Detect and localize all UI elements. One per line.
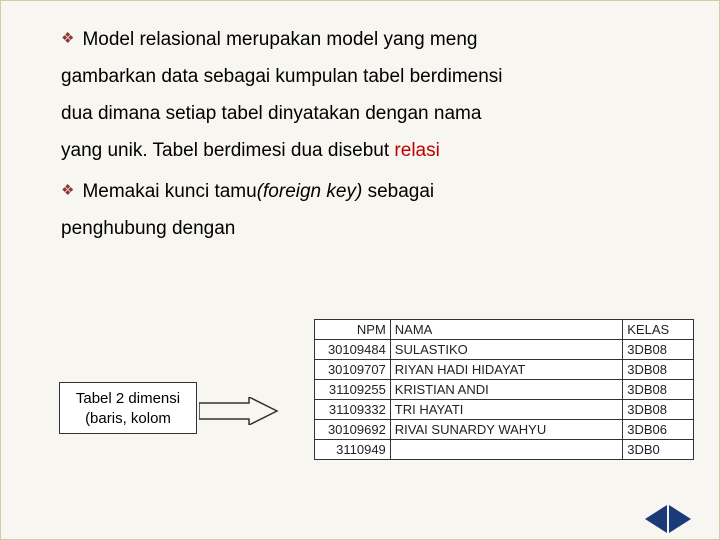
bullet-1-line-3: dua dimana setiap tabel dinyatakan denga… xyxy=(61,103,481,124)
cell-nama: RIVAI SUNARDY WAHYU xyxy=(390,420,622,440)
cell-nama: SULASTIKO xyxy=(390,340,622,360)
data-table: NPM NAMA KELAS 30109484SULASTIKO3DB08301… xyxy=(314,319,694,460)
data-table-wrap: NPM NAMA KELAS 30109484SULASTIKO3DB08301… xyxy=(314,319,694,539)
cell-npm: 31109255 xyxy=(315,380,391,400)
cell-nama: TRI HAYATI xyxy=(390,400,622,420)
relasi-word: relasi xyxy=(394,140,439,161)
label-line-1: Tabel 2 dimensi xyxy=(76,390,180,407)
table-header-row: NPM NAMA KELAS xyxy=(315,320,694,340)
cell-npm: 3110949 xyxy=(315,440,391,460)
nav-next-icon[interactable] xyxy=(669,505,691,533)
pointer-arrow-icon xyxy=(199,397,279,425)
header-npm: NPM xyxy=(315,320,391,340)
table-row: 31109332TRI HAYATI3DB08 xyxy=(315,400,694,420)
cell-kelas: 3DB08 xyxy=(623,380,694,400)
cell-kelas: 3DB06 xyxy=(623,420,694,440)
table-row: 30109692RIVAI SUNARDY WAHYU3DB06 xyxy=(315,420,694,440)
table-row: 30109484SULASTIKO3DB08 xyxy=(315,340,694,360)
table-row: 30109707RIYAN HADI HIDAYAT3DB08 xyxy=(315,360,694,380)
diamond-icon: ❖ xyxy=(61,176,74,205)
cell-npm: 31109332 xyxy=(315,400,391,420)
cell-npm: 30109707 xyxy=(315,360,391,380)
label-line-2: (baris, kolom xyxy=(85,410,171,427)
dimension-label-box: Tabel 2 dimensi (baris, kolom xyxy=(59,382,197,434)
cell-nama: RIYAN HADI HIDAYAT xyxy=(390,360,622,380)
cell-kelas: 3DB0 xyxy=(623,440,694,460)
cell-nama xyxy=(390,440,622,460)
bullet-2-frag-2: sebagai xyxy=(362,181,434,202)
bullet-1: ❖ Model relasional merupakan model yang m… xyxy=(61,21,689,169)
table-row: 31109255KRISTIAN ANDI3DB08 xyxy=(315,380,694,400)
bottom-area: Tabel 2 dimensi (baris, kolom NPM NAMA K… xyxy=(1,319,719,539)
bullet-1-line-1: Model relasional merupakan model yang me… xyxy=(82,29,477,50)
bullet-1-line-4: yang unik. Tabel berdimesi dua disebut xyxy=(61,140,394,161)
bullet-2-frag-1: Memakai kunci tamu xyxy=(82,181,256,202)
bullet-1-line-2: gambarkan data sebagai kumpulan tabel be… xyxy=(61,66,503,87)
cell-nama: KRISTIAN ANDI xyxy=(390,380,622,400)
diamond-icon: ❖ xyxy=(61,24,74,53)
bullet-2: ❖ Memakai kunci tamu(foreign key) sebagai… xyxy=(61,173,689,247)
cell-kelas: 3DB08 xyxy=(623,400,694,420)
cell-kelas: 3DB08 xyxy=(623,340,694,360)
nav-prev-icon[interactable] xyxy=(645,505,667,533)
bullet-2-italic: (foreign key) xyxy=(257,181,363,202)
table-row: 3110949 3DB0 xyxy=(315,440,694,460)
cell-npm: 30109484 xyxy=(315,340,391,360)
header-kelas: KELAS xyxy=(623,320,694,340)
cell-kelas: 3DB08 xyxy=(623,360,694,380)
slide-content: ❖ Model relasional merupakan model yang m… xyxy=(1,1,719,247)
cell-npm: 30109692 xyxy=(315,420,391,440)
nav-arrows xyxy=(645,505,691,533)
header-nama: NAMA xyxy=(390,320,622,340)
bullet-2-frag-3: penghubung dengan xyxy=(61,218,235,239)
